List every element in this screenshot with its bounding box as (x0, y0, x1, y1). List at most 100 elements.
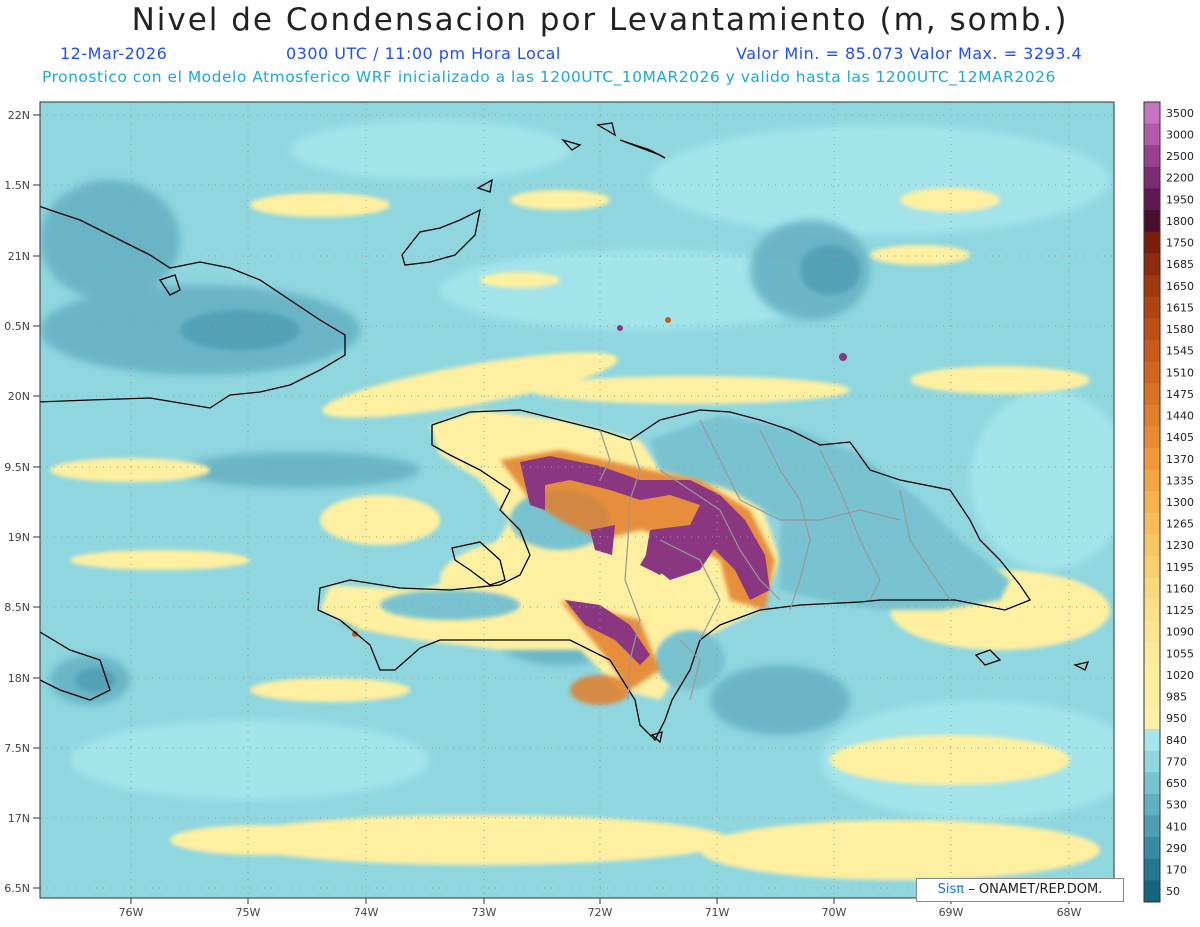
colorbar-label: 1160 (1166, 582, 1194, 595)
colorbar-swatch (1144, 750, 1160, 773)
colorbar-label: 1125 (1166, 604, 1194, 617)
lat-label: 21N (8, 250, 30, 263)
colorbar-swatch (1144, 577, 1160, 600)
credit-box: Sisπ – ONAMET/REP.DOM. (916, 878, 1124, 902)
colorbar-label: 1300 (1166, 496, 1194, 509)
colorbar-label: 1545 (1166, 345, 1194, 358)
colorbar-swatch (1144, 685, 1160, 708)
colorbar-label: 1265 (1166, 518, 1194, 531)
lon-label: 74W (354, 906, 379, 919)
colorbar-label: 2200 (1166, 172, 1194, 185)
colorbar-label: 1440 (1166, 410, 1194, 423)
colorbar-swatch (1144, 123, 1160, 146)
province-borders (599, 419, 951, 701)
colorbar-label: 1580 (1166, 323, 1194, 336)
colorbar-swatch (1144, 188, 1160, 211)
min-max-values: Valor Min. = 85.073 Valor Max. = 3293.4 (736, 44, 1083, 63)
map-title: Nivel de Condensacion por Levantamiento … (131, 2, 1069, 38)
colorbar-label: 1020 (1166, 669, 1194, 682)
lat-label: 18N (8, 672, 30, 685)
lat-label: 7.5N (4, 742, 30, 755)
lon-label: 70W (822, 906, 847, 919)
lat-label: 6.5N (4, 882, 30, 895)
colorbar-label: 410 (1166, 820, 1187, 833)
colorbar-swatch (1144, 620, 1160, 644)
colorbar-label: 1405 (1166, 431, 1194, 444)
lat-label: 17N (8, 812, 30, 825)
lon-label: 71W (705, 906, 730, 919)
colorbar-swatch (1144, 858, 1160, 881)
colorbar-swatch (1144, 642, 1160, 665)
colorbar-label: 1195 (1166, 561, 1194, 574)
colorbar-label: 1685 (1166, 258, 1194, 271)
colorbar-label: 1750 (1166, 237, 1194, 250)
colorbar-swatch (1144, 404, 1160, 427)
lon-label: 68W (1057, 906, 1082, 919)
lon-label: 69W (939, 906, 964, 919)
lon-label: 73W (472, 906, 497, 919)
colorbar-swatch (1144, 707, 1160, 730)
colorbar-swatch (1144, 815, 1160, 838)
colorbar-label: 1510 (1166, 366, 1194, 379)
colorbar-label: 3500 (1166, 107, 1194, 120)
colorbar-swatch (1144, 880, 1160, 903)
colorbar-label: 1370 (1166, 453, 1194, 466)
colorbar-label: 1090 (1166, 626, 1194, 639)
colorbar-swatch (1144, 793, 1160, 817)
colorbar-swatch (1144, 231, 1160, 254)
colorbar-swatch (1144, 296, 1160, 319)
credit-text: – ONAMET/REP.DOM. (968, 882, 1103, 897)
forecast-time: 0300 UTC / 11:00 pm Hora Local (286, 44, 561, 63)
lat-label: 8.5N (4, 601, 30, 614)
colorbar-label: 840 (1166, 734, 1187, 747)
colorbar-label: 290 (1166, 842, 1187, 855)
colorbar-swatch (1144, 491, 1160, 514)
forecast-date: 12-Mar-2026 (60, 44, 168, 63)
colorbar-frame (1143, 101, 1161, 903)
colorbar-label: 1615 (1166, 301, 1194, 314)
lon-label: 76W (119, 906, 144, 919)
colorbar-label: 3000 (1166, 128, 1194, 141)
colorbar-label: 1230 (1166, 539, 1194, 552)
lon-label: 75W (236, 906, 261, 919)
colorbar-label: 950 (1166, 712, 1187, 725)
colorbar-label: 770 (1166, 755, 1187, 768)
colorbar-swatch (1144, 512, 1160, 535)
sispi-logo: Sisπ (937, 882, 965, 897)
colorbar-swatch (1144, 145, 1160, 168)
colorbar-label: 1055 (1166, 647, 1194, 660)
colorbar-label: 1800 (1166, 215, 1194, 228)
colorbar-label: 1335 (1166, 474, 1194, 487)
colorbar-swatch (1144, 837, 1160, 860)
field-layer (40, 102, 1114, 898)
model-info: Pronostico con el Modelo Atmosferico WRF… (42, 68, 1056, 86)
map-frame (39, 101, 1115, 899)
colorbar: 3500 3000 2500 2200 1950 1800 1750 1685 1650 1615… (1143, 101, 1194, 903)
colorbar-swatch (1144, 534, 1160, 557)
colorbar-swatch (1144, 772, 1160, 795)
colorbar-label: 1650 (1166, 280, 1194, 293)
colorbar-swatch (1144, 426, 1160, 449)
colorbar-swatch (1144, 102, 1160, 125)
colorbar-swatch (1144, 556, 1160, 579)
latitude-labels: 22N 1.5N 21N 0.5N 20N 9.5N 19N 8.5N 18N … (4, 109, 30, 895)
colorbar-swatch (1144, 166, 1160, 189)
colorbar-label: 1950 (1166, 193, 1194, 206)
lat-label: 22N (8, 109, 30, 122)
lat-label: 0.5N (4, 320, 30, 333)
lat-label: 9.5N (4, 461, 30, 474)
colorbar-swatch (1144, 599, 1160, 622)
lon-label: 72W (588, 906, 613, 919)
colorbar-swatch (1144, 339, 1160, 362)
colorbar-swatch (1144, 729, 1160, 752)
lat-label: 19N (8, 531, 30, 544)
colorbar-label: 50 (1166, 885, 1180, 898)
colorbar-swatch (1144, 361, 1160, 384)
colorbar-swatch (1144, 210, 1160, 233)
colorbar-swatch (1144, 253, 1160, 276)
colorbar-label: 985 (1166, 691, 1187, 704)
lat-label: 20N (8, 390, 30, 403)
colorbar-swatch (1144, 274, 1160, 298)
colorbar-swatch (1144, 383, 1160, 406)
longitude-labels: 76W 75W 74W 73W 72W 71W 70W 69W 68W (119, 906, 1082, 919)
